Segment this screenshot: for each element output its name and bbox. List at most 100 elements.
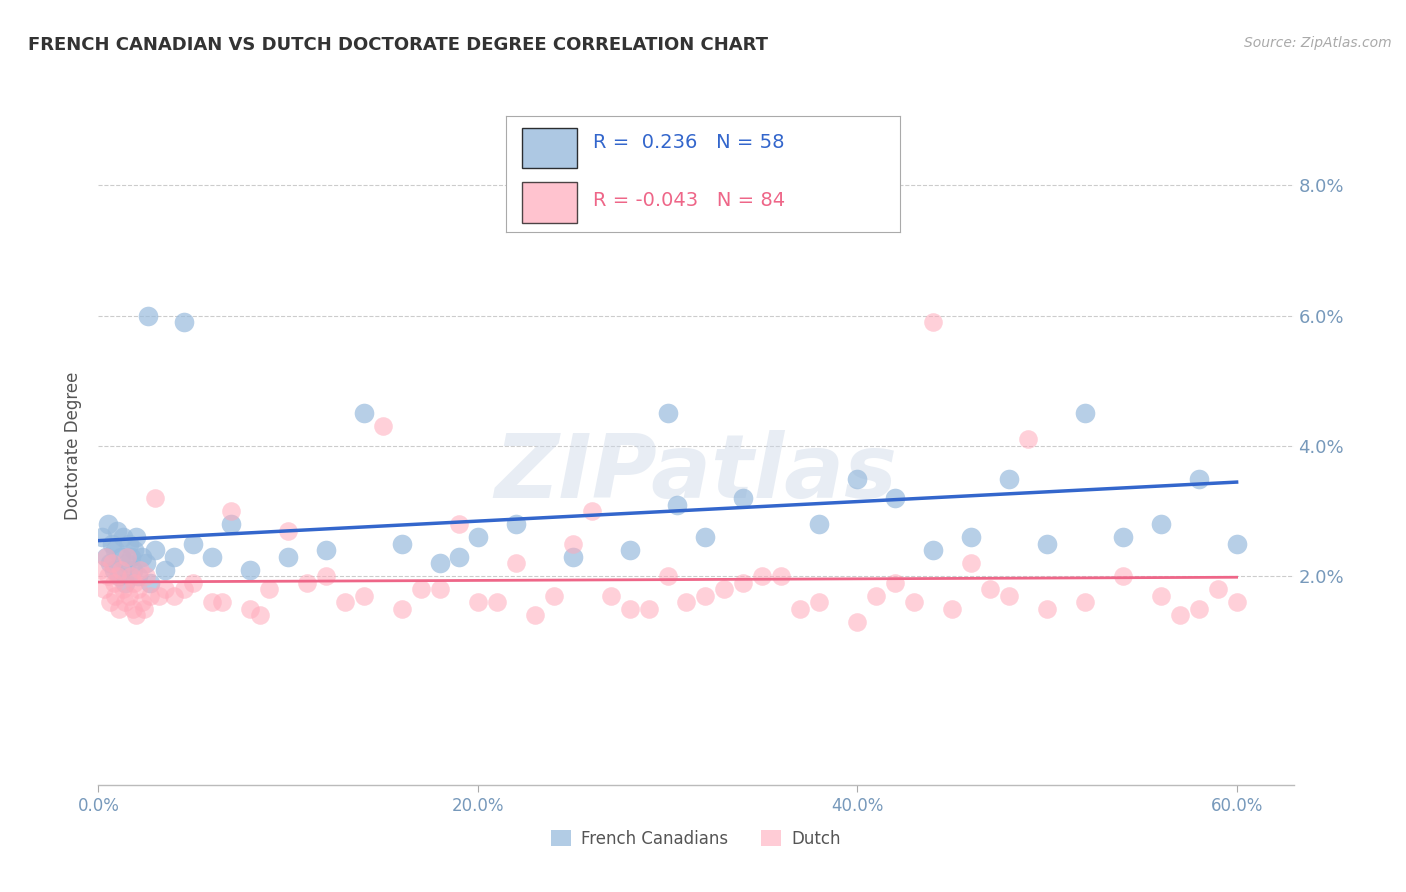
Point	[960, 557, 983, 571]
Point	[523, 608, 546, 623]
Point	[127, 582, 149, 597]
Point	[148, 589, 170, 603]
Point	[333, 595, 356, 609]
Point	[138, 575, 160, 590]
Point	[1074, 406, 1097, 420]
Point	[713, 582, 735, 597]
Point	[808, 517, 831, 532]
Point	[1188, 602, 1211, 616]
Point	[447, 517, 470, 532]
Point	[108, 569, 131, 583]
Point	[751, 569, 773, 583]
Point	[125, 530, 148, 544]
Point	[599, 589, 621, 603]
Point	[219, 504, 242, 518]
Point	[181, 537, 204, 551]
Point	[114, 575, 136, 590]
Point	[1226, 537, 1249, 551]
Point	[666, 498, 689, 512]
Point	[922, 543, 945, 558]
Point	[353, 589, 375, 603]
Point	[695, 589, 717, 603]
Point	[695, 530, 717, 544]
Point	[143, 491, 166, 505]
Point	[110, 563, 132, 577]
Point	[429, 582, 451, 597]
Point	[1036, 537, 1059, 551]
Point	[1226, 595, 1249, 609]
Point	[118, 589, 141, 603]
Point	[163, 589, 186, 603]
Point	[998, 472, 1021, 486]
Point	[94, 549, 117, 564]
Point	[94, 549, 117, 564]
Point	[93, 582, 115, 597]
Point	[124, 543, 146, 558]
Point	[89, 563, 111, 577]
Point	[104, 543, 127, 558]
Point	[249, 608, 271, 623]
Point	[201, 595, 224, 609]
Point	[104, 589, 127, 603]
Y-axis label: Doctorate Degree: Doctorate Degree	[65, 372, 83, 520]
Point	[789, 602, 811, 616]
Point	[657, 406, 679, 420]
Text: FRENCH CANADIAN VS DUTCH DOCTORATE DEGREE CORRELATION CHART: FRENCH CANADIAN VS DUTCH DOCTORATE DEGRE…	[28, 36, 768, 54]
Point	[315, 543, 337, 558]
Point	[132, 602, 155, 616]
Point	[447, 549, 470, 564]
Point	[173, 315, 195, 329]
Point	[201, 549, 224, 564]
Point	[371, 419, 394, 434]
Point	[770, 211, 793, 225]
Point	[619, 543, 641, 558]
Point	[637, 602, 659, 616]
Point	[884, 575, 907, 590]
Point	[97, 569, 120, 583]
Point	[105, 524, 128, 538]
Legend: French Canadians, Dutch: French Canadians, Dutch	[544, 823, 848, 855]
Point	[103, 575, 125, 590]
Point	[103, 563, 125, 577]
Point	[277, 549, 299, 564]
Point	[391, 602, 413, 616]
Point	[105, 569, 128, 583]
Point	[657, 569, 679, 583]
Point	[173, 582, 195, 597]
Point	[125, 608, 148, 623]
Point	[112, 582, 135, 597]
Point	[121, 563, 143, 577]
Point	[181, 575, 204, 590]
Point	[129, 563, 152, 577]
Point	[91, 530, 114, 544]
Point	[846, 472, 869, 486]
Point	[581, 504, 603, 518]
Point	[1150, 589, 1173, 603]
FancyBboxPatch shape	[522, 182, 576, 223]
Point	[115, 549, 138, 564]
Point	[353, 406, 375, 420]
Point	[733, 575, 755, 590]
Text: Source: ZipAtlas.com: Source: ZipAtlas.com	[1244, 36, 1392, 50]
Point	[485, 595, 508, 609]
Point	[257, 582, 280, 597]
Point	[770, 569, 793, 583]
Point	[239, 602, 262, 616]
Point	[239, 563, 262, 577]
Point	[131, 549, 153, 564]
Text: ZIPatlas: ZIPatlas	[495, 430, 897, 516]
Point	[100, 537, 122, 551]
Point	[561, 537, 583, 551]
Point	[505, 517, 527, 532]
Point	[110, 549, 132, 564]
Point	[1188, 472, 1211, 486]
Point	[277, 524, 299, 538]
Point	[1112, 530, 1135, 544]
Point	[960, 530, 983, 544]
Point	[467, 595, 489, 609]
Text: R =  0.236   N = 58: R = 0.236 N = 58	[593, 133, 785, 153]
Point	[136, 309, 159, 323]
Point	[98, 557, 121, 571]
Point	[115, 557, 138, 571]
Point	[429, 557, 451, 571]
